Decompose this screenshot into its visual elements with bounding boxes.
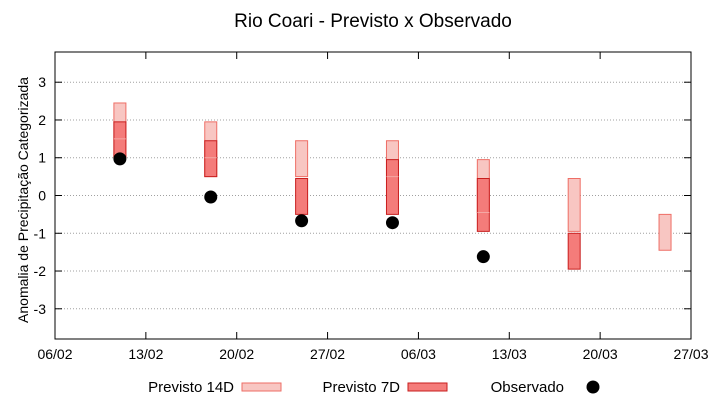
- legend-swatch-observado: [586, 380, 600, 394]
- grid-layer: [55, 81, 691, 310]
- y-tick-label: -1: [34, 225, 47, 241]
- x-tick-label: 27/02: [310, 346, 345, 362]
- y-tick-label: 1: [38, 150, 46, 166]
- previsto-7d-bar: [113, 121, 127, 159]
- previsto-14d-bar: [658, 213, 672, 251]
- legend-swatch-previsto-7d: [407, 382, 448, 392]
- previsto-14d-bar: [567, 178, 581, 232]
- legend-swatch-previsto-14d: [241, 382, 282, 392]
- observado-point: [113, 152, 127, 166]
- observado-point: [295, 214, 309, 228]
- y-tick-label: 2: [38, 112, 46, 128]
- previsto-7d-bar: [567, 232, 581, 270]
- legend-label-observado: Observado: [491, 379, 564, 396]
- legend-label-previsto-14d: Previsto 14D: [148, 379, 234, 396]
- chart-title: Rio Coari - Previsto x Observado: [234, 11, 512, 32]
- x-tick-label: 27/03: [673, 346, 708, 362]
- x-tick-label: 13/02: [128, 346, 163, 362]
- previsto-14d-bar: [295, 140, 309, 178]
- x-tick-label: 06/03: [401, 346, 436, 362]
- y-tick-label: -3: [34, 301, 47, 317]
- legend-layer: Previsto 14D Previsto 7D Observado: [148, 379, 600, 396]
- y-tick-label: 3: [38, 74, 46, 90]
- x-tick-label: 20/03: [583, 346, 618, 362]
- previsto-7d-bar: [204, 140, 218, 178]
- plot-frame: [54, 51, 692, 340]
- previsto-7d-bar: [385, 159, 399, 215]
- x-tick-label: 13/03: [492, 346, 527, 362]
- y-axis-label: Anomalia de Precipitação Categorizada: [15, 77, 31, 323]
- y-tick-label: 0: [38, 188, 46, 204]
- observado-point: [204, 190, 218, 204]
- observado-point: [476, 250, 490, 264]
- x-tick-label: 20/02: [219, 346, 254, 362]
- plot-layer: [113, 102, 672, 270]
- y-tick-label: -2: [34, 263, 47, 279]
- previsto-7d-bar: [295, 178, 309, 215]
- previsto-7d-bar: [476, 178, 490, 232]
- legend-label-previsto-7d: Previsto 7D: [322, 379, 400, 396]
- x-tick-label: 06/02: [37, 346, 72, 362]
- axis-layer: -3 -2 -1 0 1 2 3 06/02 13/02 20/02 27/02 06/03 13/03…: [34, 51, 709, 362]
- observado-point: [385, 216, 399, 230]
